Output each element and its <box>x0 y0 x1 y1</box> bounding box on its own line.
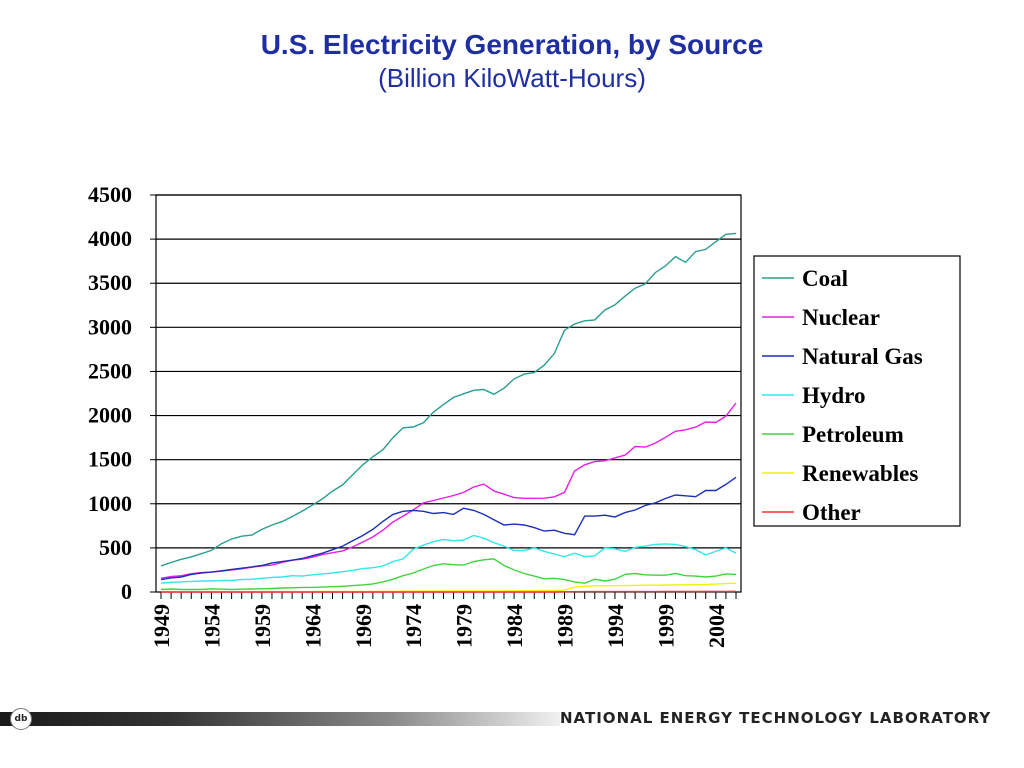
series-line-hydro <box>160 534 737 584</box>
x-tick-label: 1994 <box>603 604 628 648</box>
x-tick-label: 1949 <box>149 604 174 648</box>
series-line-petroleum <box>160 558 737 591</box>
x-tick-label: 2004 <box>704 604 729 648</box>
slide-subtitle: (Billion KiloWatt-Hours) <box>378 63 646 93</box>
x-tick-label: 1954 <box>199 604 224 648</box>
y-tick-label: 2500 <box>88 358 132 383</box>
x-tick-label: 1969 <box>351 604 376 648</box>
y-tick-label: 500 <box>99 535 132 560</box>
x-tick-label: 1974 <box>401 604 426 648</box>
legend-label: Natural Gas <box>802 344 923 369</box>
y-tick-label: 4500 <box>88 182 132 207</box>
series-line-renewables <box>161 582 737 593</box>
series-line-other <box>161 590 737 593</box>
series-line-natural-gas <box>160 476 737 581</box>
y-tick-label: 1500 <box>88 447 132 472</box>
y-tick-label: 2000 <box>88 403 132 428</box>
series-line-coal <box>160 232 737 567</box>
generation-chart: 0 500 1000 1500 2000 2500 3000 3500 4000 4500 1949… <box>88 182 961 648</box>
x-tick-label: 1999 <box>653 604 678 648</box>
legend-label: Other <box>802 500 861 525</box>
x-tick-label: 1979 <box>452 604 477 648</box>
plot-frame <box>155 194 742 593</box>
legend-label: Renewables <box>802 461 918 486</box>
y-tick-label: 4000 <box>88 226 132 251</box>
x-tick-label: 1989 <box>553 604 578 648</box>
slide-title-block: U.S. Electricity Generation, by Source (… <box>0 28 1024 94</box>
slide-title: U.S. Electricity Generation, by Source <box>260 29 764 60</box>
legend-label: Nuclear <box>802 305 880 330</box>
x-tick-label: 1984 <box>502 604 527 648</box>
y-tick-label: 3000 <box>88 314 132 339</box>
x-tick-label: 1959 <box>250 604 275 648</box>
legend-label: Hydro <box>802 383 865 408</box>
netl-logo-icon: db <box>10 708 32 730</box>
x-tick-label: 1964 <box>300 604 325 648</box>
series-line-nuclear <box>160 402 737 579</box>
y-tick-label: 1000 <box>88 491 132 516</box>
y-tick-label: 0 <box>121 579 132 604</box>
legend-label: Coal <box>802 266 848 291</box>
y-tick-label: 3500 <box>88 270 132 295</box>
legend-box <box>753 255 961 527</box>
footer-gradient-bar <box>0 712 560 726</box>
footer-organization: NATIONAL ENERGY TECHNOLOGY LABORATORY <box>560 709 992 727</box>
legend-label: Petroleum <box>802 422 904 447</box>
